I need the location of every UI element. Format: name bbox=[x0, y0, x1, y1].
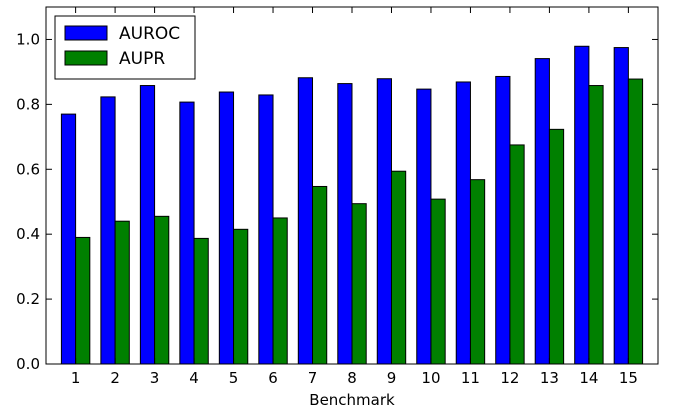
bar-auroc-10 bbox=[416, 88, 432, 365]
x-tick-label: 8 bbox=[347, 369, 357, 387]
x-tick-label: 5 bbox=[229, 369, 239, 387]
bar-aupr-10 bbox=[430, 198, 446, 365]
bar-aupr-6 bbox=[272, 217, 288, 365]
y-tick-label: 1.0 bbox=[16, 30, 40, 48]
bar-aupr-3 bbox=[154, 215, 170, 365]
axes-layer: 0.00.20.40.60.81.01 2 3 4 5 6 7 8 9 10 11 12 13 14 15 bbox=[16, 6, 659, 387]
bar-auroc-14 bbox=[574, 45, 590, 365]
bars-layer bbox=[60, 45, 644, 365]
x-tick-label: 12 bbox=[500, 369, 519, 387]
bar-auroc-15 bbox=[613, 47, 629, 365]
x-tick-label: 9 bbox=[387, 369, 397, 387]
bar-aupr-14 bbox=[588, 85, 604, 365]
x-tick-label: 15 bbox=[619, 369, 638, 387]
bar-auroc-11 bbox=[455, 81, 471, 365]
bar-aupr-11 bbox=[469, 179, 486, 365]
y-tick-label: 0.8 bbox=[16, 95, 40, 113]
legend-label-auroc: AUROC bbox=[119, 24, 180, 44]
bar-aupr-2 bbox=[114, 220, 130, 365]
bar-auroc-4 bbox=[179, 101, 195, 365]
bar-auroc-12 bbox=[495, 75, 511, 365]
y-tick-label: 0.2 bbox=[16, 290, 40, 308]
bar-aupr-15 bbox=[627, 78, 644, 365]
bar-aupr-1 bbox=[75, 236, 91, 365]
bar-aupr-5 bbox=[233, 228, 249, 365]
x-axis-label: Benchmark bbox=[309, 391, 395, 408]
x-tick-label: 3 bbox=[150, 369, 160, 387]
x-tick-label: 2 bbox=[110, 369, 120, 387]
bar-auroc-8 bbox=[337, 83, 353, 365]
legend-swatch-auroc bbox=[64, 25, 108, 41]
bar-aupr-4 bbox=[193, 237, 209, 365]
y-tick-label: 0.4 bbox=[16, 225, 40, 243]
bar-aupr-12 bbox=[509, 144, 525, 365]
bar-auroc-1 bbox=[60, 113, 77, 365]
bar-aupr-7 bbox=[312, 185, 328, 365]
bar-auroc-13 bbox=[534, 58, 550, 365]
y-tick-label: 0.0 bbox=[16, 355, 40, 373]
legend-swatch-aupr bbox=[64, 50, 108, 66]
bar-auroc-2 bbox=[100, 96, 116, 365]
legend: AUROC AUPR bbox=[54, 15, 196, 80]
x-tick-label: 13 bbox=[540, 369, 559, 387]
x-tick-label: 10 bbox=[421, 369, 440, 387]
x-tick-label: 6 bbox=[268, 369, 278, 387]
bar-auroc-7 bbox=[297, 77, 314, 365]
x-tick-label: 4 bbox=[189, 369, 199, 387]
legend-label-aupr: AUPR bbox=[119, 49, 165, 69]
x-tick-label: 11 bbox=[461, 369, 480, 387]
bar-auroc-9 bbox=[376, 78, 392, 365]
bar-auroc-5 bbox=[218, 91, 235, 365]
bar-aupr-8 bbox=[351, 203, 367, 365]
bar-aupr-9 bbox=[390, 170, 407, 365]
x-tick-label: 14 bbox=[579, 369, 598, 387]
x-tick-label: 1 bbox=[71, 369, 81, 387]
y-tick-label: 0.6 bbox=[16, 160, 40, 178]
bar-aupr-13 bbox=[548, 128, 565, 365]
bar-auroc-3 bbox=[139, 85, 156, 365]
bar-auroc-6 bbox=[258, 94, 274, 365]
x-tick-label: 7 bbox=[308, 369, 318, 387]
